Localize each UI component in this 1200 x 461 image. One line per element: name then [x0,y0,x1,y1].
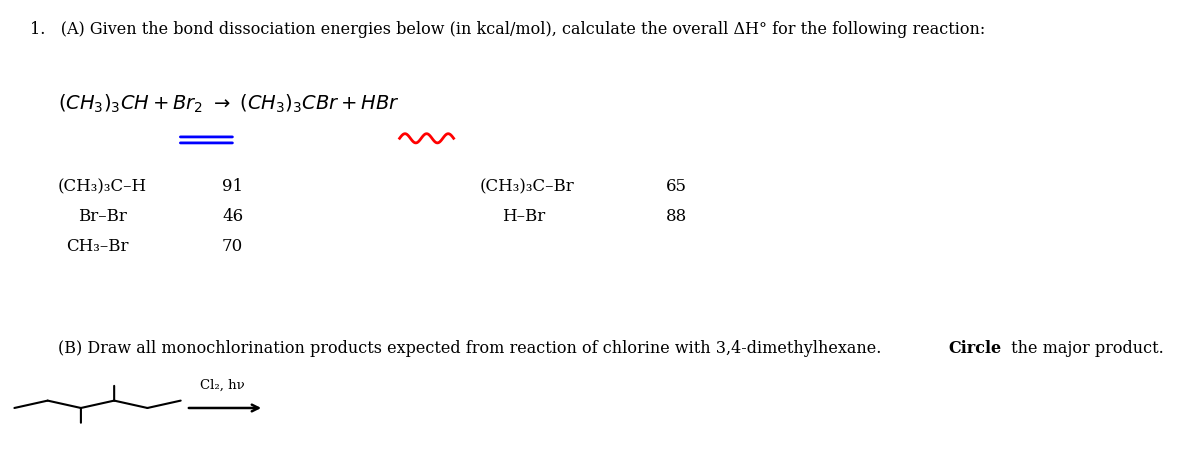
Text: 46: 46 [222,208,244,225]
Text: (CH₃)₃C–H: (CH₃)₃C–H [58,178,146,195]
Text: 88: 88 [666,208,688,225]
Text: 91: 91 [222,178,244,195]
Text: Circle: Circle [948,340,1001,356]
Text: $(CH_3)_3CH + Br_2\ \rightarrow\ (CH_3)_3CBr + HBr$: $(CH_3)_3CH + Br_2\ \rightarrow\ (CH_3)_… [58,93,400,115]
Text: 65: 65 [666,178,688,195]
Text: the major product.: the major product. [1006,340,1163,356]
Text: CH₃–Br: CH₃–Br [66,238,128,255]
Text: (B) Draw all monochlorination products expected from reaction of chlorine with 3: (B) Draw all monochlorination products e… [58,340,886,356]
Text: (CH₃)₃C–Br: (CH₃)₃C–Br [480,178,575,195]
Text: H–Br: H–Br [502,208,545,225]
Text: Cl₂, hν: Cl₂, hν [199,378,245,391]
Text: 70: 70 [222,238,244,255]
Text: 1.   (A) Given the bond dissociation energies below (in kcal/mol), calculate the: 1. (A) Given the bond dissociation energ… [30,21,985,38]
Text: Br–Br: Br–Br [78,208,127,225]
